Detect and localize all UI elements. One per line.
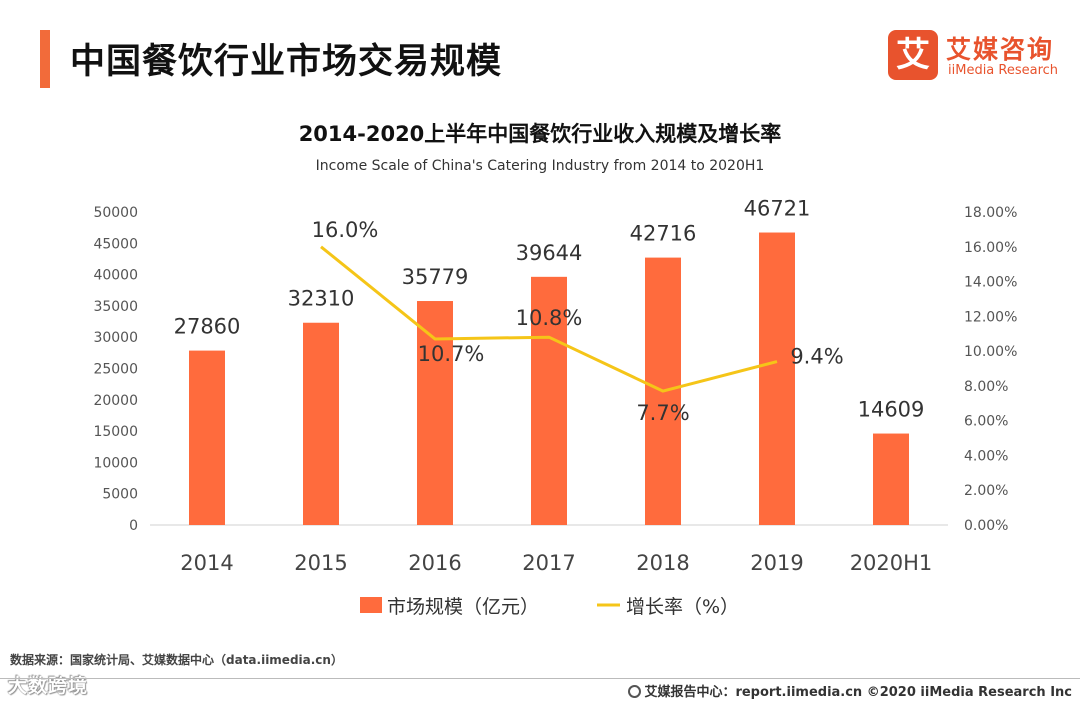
y-right-tick-label: 6.00% <box>964 414 1008 430</box>
bar-value-label: 39644 <box>516 241 583 265</box>
growth-rate-label: 7.7% <box>636 401 689 425</box>
data-source-note: 数据来源：国家统计局、艾媒数据中心（data.iimedia.cn） <box>10 653 343 667</box>
y-left-tick-label: 25000 <box>93 362 138 378</box>
bar <box>759 232 795 525</box>
x-category-label: 2016 <box>408 551 461 575</box>
x-category-label: 2015 <box>294 551 347 575</box>
y-left-tick-label: 20000 <box>93 393 138 409</box>
x-category-label: 2014 <box>180 551 233 575</box>
legend-line-label: 增长率（%） <box>626 596 739 618</box>
legend-bar-label: 市场规模（亿元） <box>387 596 539 618</box>
logo-name-en: iiMedia Research <box>948 63 1059 78</box>
watermark: 大数跨境 <box>8 675 89 697</box>
income-growth-chart: 0 5000 10000 15000 20000 25000 30000 35000 40000… <box>93 197 1017 618</box>
growth-rate-label: 16.0% <box>312 218 379 242</box>
bar <box>189 350 225 525</box>
growth-rate-label: 9.4% <box>790 345 843 369</box>
bar-value-label: 35779 <box>402 265 469 289</box>
y-left-tick-label: 30000 <box>93 330 138 346</box>
logo-mark-icon: 艾 <box>888 30 938 80</box>
y-right-tick-label: 18.00% <box>964 205 1017 221</box>
x-category-label: 2018 <box>636 551 689 575</box>
footer-report-text: 艾媒报告中心：report.iimedia.cn ©2020 iiMedia R… <box>644 685 1072 700</box>
bar-value-label: 32310 <box>288 287 355 311</box>
legend-bar-swatch <box>360 597 382 613</box>
footer-divider <box>0 678 1080 679</box>
y-right-tick-label: 4.00% <box>964 448 1008 464</box>
iimedia-logo: 艾 艾媒咨询 iiMedia Research <box>888 30 1078 82</box>
x-category-label: 2019 <box>750 551 803 575</box>
title-accent-bar <box>40 30 50 88</box>
chart-subtitle: Income Scale of China's Catering Industr… <box>315 158 765 174</box>
bar-value-label: 27860 <box>174 315 241 339</box>
growth-rate-label: 10.8% <box>516 306 583 330</box>
y-left-tick-label: 5000 <box>102 487 138 503</box>
y-left-tick-label: 40000 <box>93 268 138 284</box>
bar <box>303 322 339 525</box>
y-left-tick-label: 0 <box>129 518 138 534</box>
y-left-tick-label: 10000 <box>93 455 138 471</box>
y-left-tick-label: 15000 <box>93 424 138 440</box>
y-right-tick-label: 8.00% <box>964 379 1008 395</box>
growth-rate-label: 10.7% <box>418 342 485 366</box>
globe-icon <box>628 685 642 698</box>
bar <box>531 276 567 525</box>
y-right-tick-label: 14.00% <box>964 275 1017 291</box>
logo-name-cn: 艾媒咨询 <box>946 35 1055 64</box>
x-category-label: 2017 <box>522 551 575 575</box>
bar-value-label: 46721 <box>744 197 811 221</box>
y-left-tick-label: 35000 <box>93 299 138 315</box>
bar <box>417 301 453 525</box>
page-title: 中国餐饮行业市场交易规模 <box>70 42 503 82</box>
chart-title: 2014-2020上半年中国餐饮行业收入规模及增长率 <box>298 122 782 146</box>
y-right-tick-label: 16.00% <box>964 240 1017 256</box>
bar-value-label: 42716 <box>630 222 697 246</box>
x-category-label: 2020H1 <box>850 551 933 575</box>
footer-credit: 艾媒报告中心：report.iimedia.cn ©2020 iiMedia R… <box>628 681 1072 700</box>
y-right-tick-label: 10.00% <box>964 344 1017 360</box>
y-left-tick-label: 50000 <box>93 205 138 221</box>
bar-value-label: 14609 <box>858 398 925 422</box>
y-left-tick-label: 45000 <box>93 236 138 252</box>
y-right-tick-label: 12.00% <box>964 309 1017 325</box>
y-right-tick-label: 0.00% <box>964 518 1008 534</box>
growth-rate-line <box>320 245 778 393</box>
y-right-tick-label: 2.00% <box>964 483 1008 499</box>
bar <box>873 433 909 525</box>
